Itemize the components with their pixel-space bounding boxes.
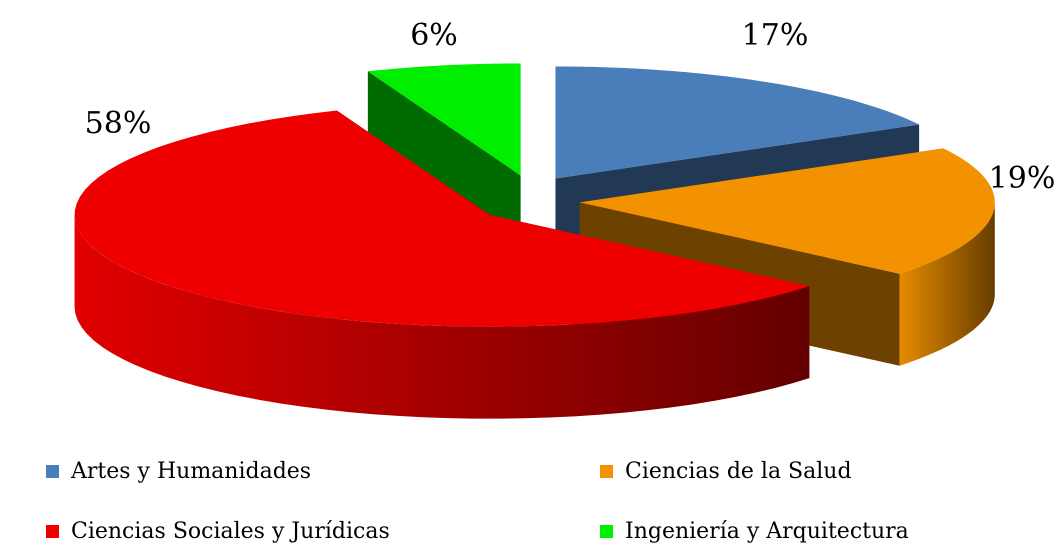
legend-label: Ciencias Sociales y Jurídicas [71,519,390,544]
slice [579,148,995,274]
slice [367,63,521,176]
legend-swatch [600,525,613,538]
legend-swatch [46,465,59,478]
outer-wall [899,202,995,366]
data-label: 17% [742,18,809,53]
legend-label: Ciencias de la Salud [625,459,852,484]
legend-label: Ingeniería y Arquitectura [625,519,909,544]
data-label: 19% [989,161,1056,196]
data-label: 6% [410,18,458,53]
data-label: 58% [85,106,152,141]
legend-swatch [600,465,613,478]
slice [74,110,810,327]
slice-tops [74,63,995,327]
legend-swatch [46,525,59,538]
outer-wall [74,214,810,419]
legend-label: Artes y Humanidades [70,459,311,484]
slice [555,66,920,179]
